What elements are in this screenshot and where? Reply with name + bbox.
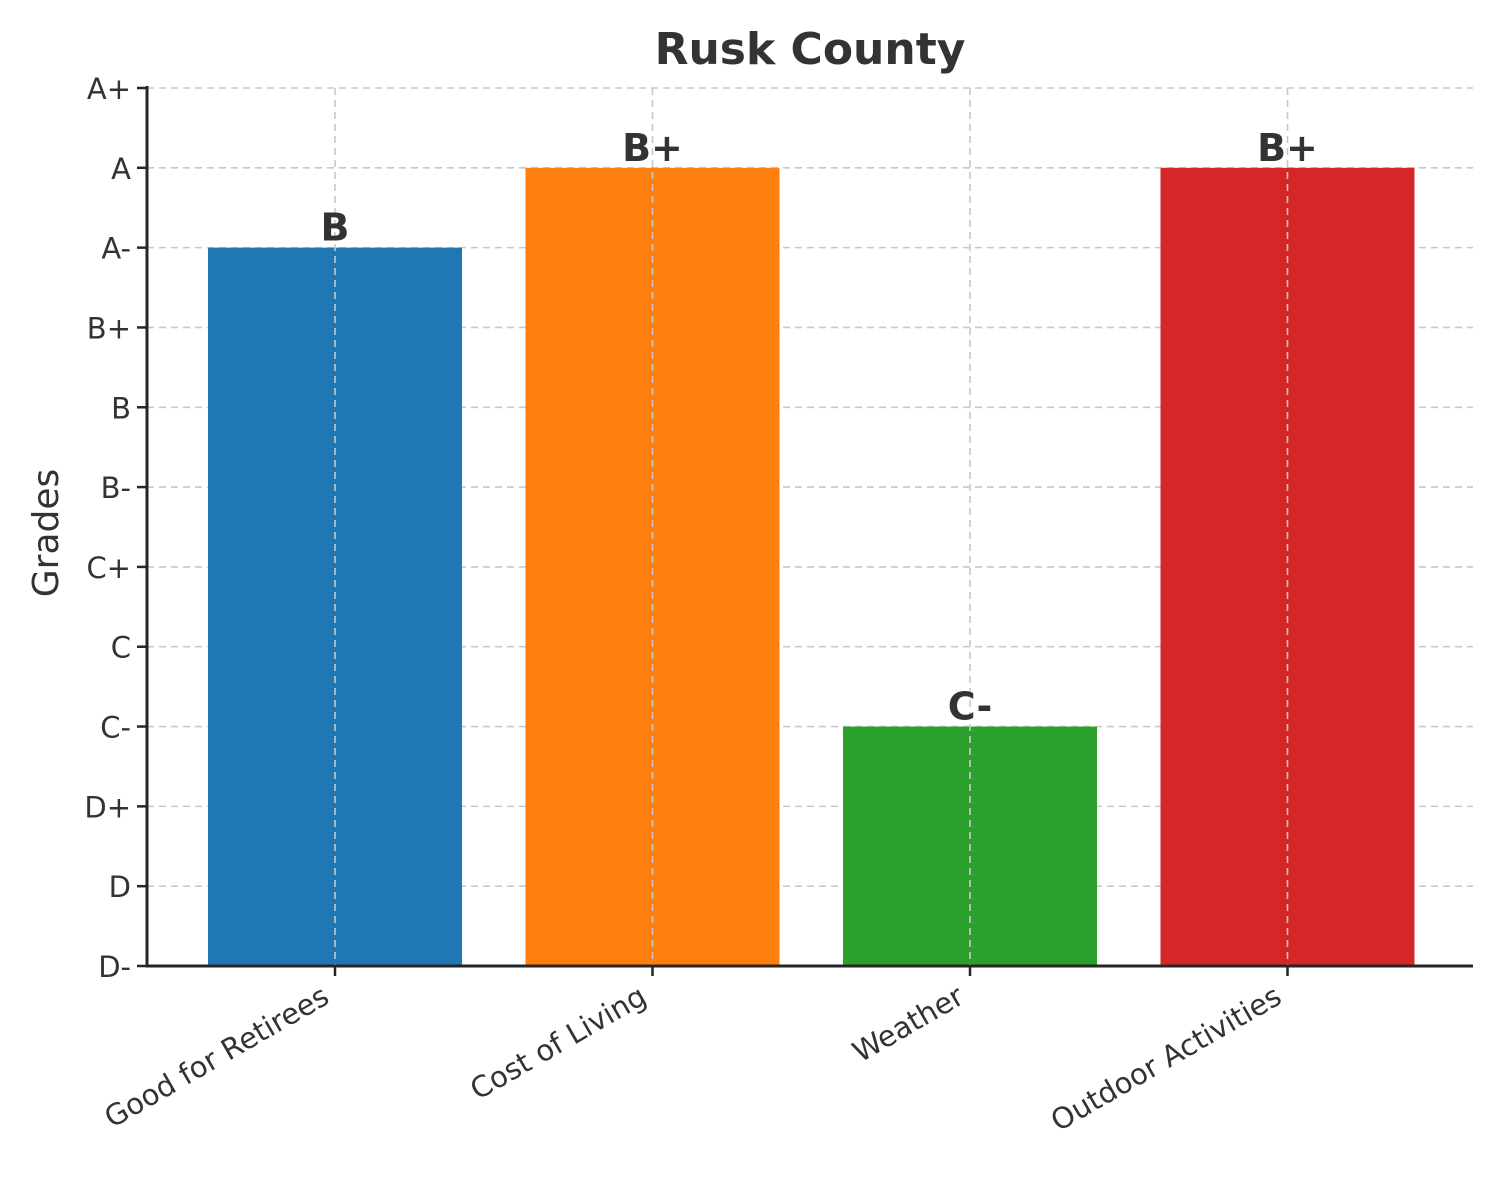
y-tick-label: D+ [84, 790, 131, 824]
x-tick-label: Good for Retirees [99, 979, 335, 1135]
bar-value-label: C- [948, 685, 993, 729]
x-tick-label: Weather [847, 979, 970, 1070]
y-tick-label: B- [101, 471, 131, 505]
y-tick-label: C [111, 631, 131, 665]
y-tick-label: A [111, 152, 131, 186]
bar-value-label: B [321, 206, 350, 250]
axes-layer [137, 86, 1473, 976]
y-tick-label: B [111, 391, 131, 425]
chart-title: Rusk County [655, 24, 966, 75]
y-tick-label: A+ [87, 72, 131, 106]
y-tick-label: A- [101, 232, 131, 266]
y-tick-label: D [109, 870, 131, 904]
y-axis-label: Grades [26, 469, 67, 598]
y-tick-label: D- [98, 950, 131, 984]
x-tick-label: Cost of Living [464, 979, 652, 1107]
bar-value-label: B+ [1257, 126, 1318, 170]
y-tick-label: B+ [87, 311, 131, 345]
x-tick-label: Outdoor Activities [1045, 979, 1287, 1138]
bar-value-label: B+ [622, 126, 683, 170]
y-tick-label: C+ [86, 551, 131, 585]
y-tick-label: C- [100, 711, 131, 745]
